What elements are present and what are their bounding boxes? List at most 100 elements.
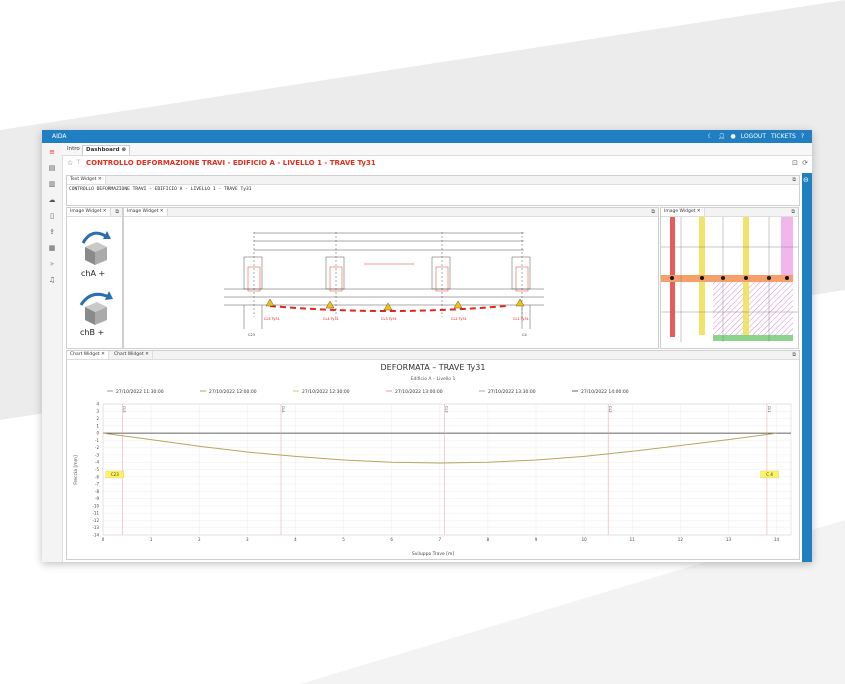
x-tick-label: 13 — [726, 537, 732, 542]
x-tick-label: 5 — [342, 537, 345, 542]
database-icon[interactable]: ▤ — [48, 164, 56, 172]
y-tick-label: -1 — [95, 438, 99, 443]
help-button[interactable]: ? — [800, 133, 804, 140]
image-widget-1-header: Image Widget ✕ ⧉ — [67, 208, 122, 217]
user-icon[interactable]: 👤︎ — [717, 133, 726, 140]
x-tick-label: 8 — [487, 537, 490, 542]
arrow-icon[interactable]: ➤ — [49, 260, 55, 268]
text-widget-content: CONTROLLO DEFORMAZIONE TRAVI - EDIFICIO … — [69, 187, 252, 192]
tab-intro[interactable]: Intro — [67, 146, 80, 152]
moon-icon[interactable]: ☾ — [707, 133, 713, 140]
x-tick-label: 11 — [630, 537, 636, 542]
legend-entry: 27/10/2022 12:00:00 — [209, 389, 257, 395]
notification-icon[interactable]: ● — [730, 133, 736, 140]
deflection-chart: DEFORMATA – TRAVE Ty31 Edificio A – Live… — [73, 363, 792, 557]
text-widget-tab-label: Text Widget — [70, 177, 97, 182]
y-axis-label: Freccia [mm] — [73, 455, 79, 485]
refresh-icon[interactable]: ⟳ — [802, 159, 808, 167]
cube-cha-icon[interactable] — [81, 231, 111, 265]
chart-widget-tab-1[interactable]: Chart Widget ✕ — [67, 351, 109, 359]
x-tick-label: 1 — [150, 537, 153, 542]
sensor-cl4-icon[interactable] — [325, 300, 335, 309]
sensor-label: CL5 — [122, 406, 126, 413]
legend-entry: 27/10/2022 11:30:00 — [116, 389, 164, 395]
series-line — [102, 432, 777, 464]
sensor-cl1-icon[interactable] — [515, 298, 525, 307]
app-title: AIDA — [52, 133, 67, 140]
chart-widget: Chart Widget ✕ Chart Widget ✕ ⧉ DEFORMAT… — [66, 350, 800, 560]
tag-icon[interactable]: ⊤ — [76, 159, 82, 166]
tab-dashboard[interactable]: Dashboard ⊗ — [82, 145, 131, 155]
legend-entry: 27/10/2022 12:30:00 — [302, 389, 350, 395]
y-tick-label: -10 — [92, 503, 99, 508]
image-widget-2-tab-label: Image Widget — [127, 209, 159, 214]
y-tick-label: -2 — [95, 445, 99, 450]
y-tick-label: -11 — [92, 511, 99, 516]
collapse-icon[interactable]: ⊖ — [803, 176, 809, 184]
image-widget-3-header: Image Widget ✕ ⧉ — [661, 208, 798, 217]
logout-button[interactable]: LOGOUT — [740, 133, 766, 140]
x-tick-label: 9 — [535, 537, 538, 542]
cloud-icon[interactable]: ☁ — [48, 196, 56, 204]
sensor-label: CL4 — [281, 406, 285, 413]
chart-title: DEFORMATA – TRAVE Ty31 — [381, 363, 486, 372]
maximize-icon[interactable]: ⧉ — [115, 209, 119, 215]
sensor-label-cl5: CL5 Ty31 — [264, 317, 280, 321]
x-tick-label: 2 — [198, 537, 201, 542]
chart-tab-2-label: Chart Widget — [114, 352, 144, 357]
text-widget-tab[interactable]: Text Widget ✕ — [67, 176, 106, 184]
calendar-icon[interactable]: ▦ — [48, 244, 56, 252]
bell-icon[interactable]: ♫ — [48, 276, 56, 284]
x-tick-label: 3 — [246, 537, 249, 542]
image-widget-1-tab-label: Image Widget — [70, 209, 102, 214]
y-tick-label: 2 — [96, 416, 99, 421]
sensor-label-cl3: CL3 Ty31 — [381, 317, 397, 321]
maximize-icon[interactable]: ⧉ — [651, 209, 655, 215]
x-axis-label: Sviluppo Trave [m] — [412, 551, 454, 557]
menu-icon[interactable]: ≡ — [49, 148, 55, 156]
y-tick-label: -7 — [95, 482, 99, 487]
chart-subtitle: Edificio A – Livello 1 — [411, 376, 456, 382]
image-widget-2-header: Image Widget ✕ ⧉ — [124, 208, 658, 217]
maximize-icon[interactable]: ⧉ — [792, 352, 796, 358]
maximize-icon[interactable]: ⧉ — [792, 177, 796, 183]
document-icon[interactable]: ▯ — [50, 212, 54, 220]
app-window: AIDA ☾ 👤︎ ● LOGOUT TICKETS ? ≡ ▤ ▥ ☁ ▯ ⇪… — [42, 130, 812, 562]
image-widget-2-tab[interactable]: Image Widget ✕ — [124, 208, 168, 216]
chart-widget-header: Chart Widget ✕ Chart Widget ✕ ⧉ — [67, 351, 799, 360]
sensor-label: CL1 — [767, 406, 771, 413]
y-tick-label: -5 — [95, 467, 99, 472]
chart-widget-tab-2[interactable]: Chart Widget ✕ — [111, 351, 153, 359]
chb-label: chB + — [80, 328, 105, 337]
lock-icon[interactable]: ⊡ — [792, 159, 798, 167]
y-tick-label: -9 — [95, 496, 99, 501]
top-bar: AIDA ☾ 👤︎ ● LOGOUT TICKETS ? — [42, 130, 812, 143]
y-tick-label: 0 — [96, 431, 99, 436]
sensor-cl3-icon[interactable] — [383, 302, 393, 311]
cloud-upload-icon[interactable]: ⇪ — [49, 228, 55, 236]
cube-chb-icon[interactable] — [79, 291, 113, 325]
sensor-cl2-icon[interactable] — [453, 300, 463, 309]
image-widget-1-tab[interactable]: Image Widget ✕ — [67, 208, 111, 216]
star-icon[interactable]: ☆ — [67, 159, 74, 167]
floor-plan — [661, 217, 798, 342]
page-title: CONTROLLO DEFORMAZIONE TRAVI - EDIFICIO … — [86, 159, 376, 167]
x-tick-label: 6 — [390, 537, 393, 542]
y-tick-label: 1 — [96, 423, 99, 428]
maximize-icon[interactable]: ⧉ — [791, 209, 795, 215]
chart-icon[interactable]: ▥ — [48, 180, 56, 188]
y-tick-label: -13 — [92, 525, 99, 530]
column-label: C23 — [111, 472, 119, 477]
text-widget: Text Widget ✕ ⧉ CONTROLLO DEFORMAZIONE T… — [66, 175, 800, 206]
column-label-c4: C4 — [522, 333, 527, 337]
sensor-label-cl1: CL1 Ty31 — [513, 317, 529, 321]
plot-frame — [102, 403, 792, 536]
image-widget-3-tab[interactable]: Image Widget ✕ — [661, 208, 705, 216]
tickets-button[interactable]: TICKETS — [770, 133, 796, 140]
sensor-cl5-icon[interactable] — [265, 298, 275, 307]
column-box — [105, 470, 124, 479]
tab-bar: Intro Dashboard ⊗ — [62, 143, 812, 156]
image-widget-3-tab-label: Image Widget — [664, 209, 696, 214]
close-tab-icon[interactable]: ⊗ — [121, 147, 127, 153]
